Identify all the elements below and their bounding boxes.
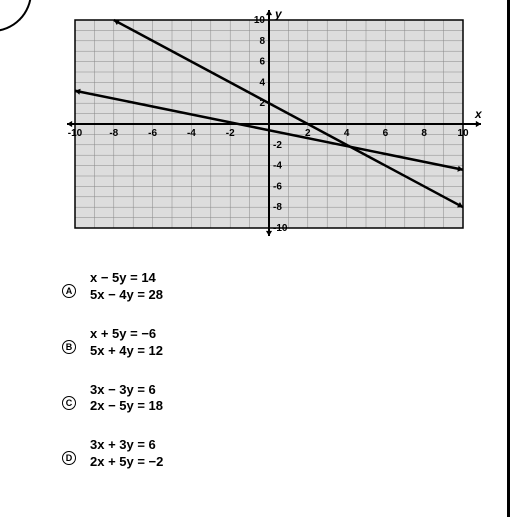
svg-text:8: 8 <box>259 36 265 47</box>
choice-b-eq1: x + 5y = −6 <box>90 326 163 343</box>
choice-marker-c: C <box>62 396 76 410</box>
svg-text:y: y <box>274 8 283 21</box>
svg-text:4: 4 <box>259 77 265 88</box>
chart-svg: xy-10-8-6-4-2246810-10-8-6-4-2246810 <box>65 8 485 238</box>
svg-text:8: 8 <box>421 128 427 139</box>
choice-b-eq2: 5x + 4y = 12 <box>90 343 163 360</box>
choice-c-eq1: 3x − 3y = 6 <box>90 382 163 399</box>
choice-d: D 3x + 3y = 6 2x + 5y = −2 <box>90 437 163 471</box>
svg-text:4: 4 <box>344 128 350 139</box>
choice-marker-b: B <box>62 340 76 354</box>
choice-a: A x − 5y = 14 5x − 4y = 28 <box>90 270 163 304</box>
svg-text:-6: -6 <box>148 128 157 139</box>
svg-text:-6: -6 <box>273 181 282 192</box>
coordinate-chart: xy-10-8-6-4-2246810-10-8-6-4-2246810 <box>65 8 485 243</box>
choice-c: C 3x − 3y = 6 2x − 5y = 18 <box>90 382 163 416</box>
answer-choices: A x − 5y = 14 5x − 4y = 28 B x + 5y = −6… <box>90 270 163 493</box>
svg-text:10: 10 <box>457 128 469 139</box>
svg-text:-2: -2 <box>273 140 282 151</box>
svg-text:-10: -10 <box>68 128 83 139</box>
svg-text:-4: -4 <box>187 128 196 139</box>
choice-c-eq2: 2x − 5y = 18 <box>90 398 163 415</box>
svg-text:-4: -4 <box>273 161 282 172</box>
choice-b: B x + 5y = −6 5x + 4y = 12 <box>90 326 163 360</box>
svg-text:-2: -2 <box>226 128 235 139</box>
choice-d-eq2: 2x + 5y = −2 <box>90 454 163 471</box>
choice-a-eq2: 5x − 4y = 28 <box>90 287 163 304</box>
choice-d-eq1: 3x + 3y = 6 <box>90 437 163 454</box>
svg-text:-8: -8 <box>109 128 118 139</box>
svg-text:-8: -8 <box>273 202 282 213</box>
svg-text:-10: -10 <box>273 223 288 234</box>
svg-text:x: x <box>474 107 483 121</box>
svg-text:6: 6 <box>383 128 389 139</box>
svg-text:6: 6 <box>259 57 265 68</box>
choice-marker-a: A <box>62 284 76 298</box>
choice-a-eq1: x − 5y = 14 <box>90 270 163 287</box>
svg-text:10: 10 <box>254 15 266 26</box>
